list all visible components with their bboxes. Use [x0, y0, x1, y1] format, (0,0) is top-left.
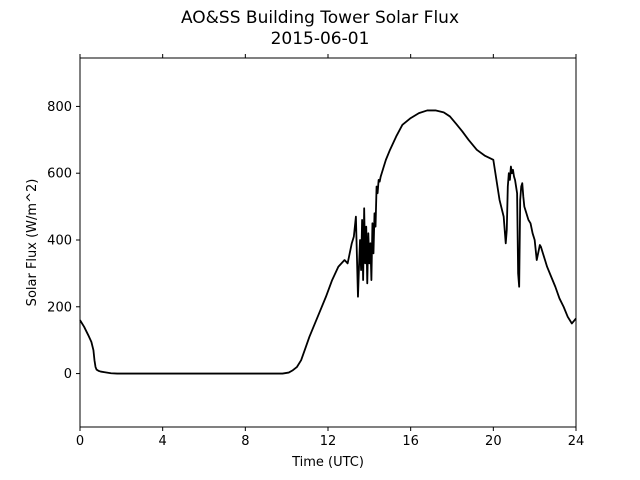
x-tick-label: 24 — [568, 434, 585, 449]
y-tick-label: 200 — [47, 300, 72, 315]
chart-subtitle: 2015-06-01 — [270, 29, 370, 49]
x-axis-label: Time (UTC) — [291, 455, 364, 470]
y-tick-label: 0 — [64, 367, 72, 382]
x-tick-label: 12 — [320, 434, 337, 449]
y-axis-label: Solar Flux (W/m^2) — [25, 179, 40, 307]
chart-title: AO&SS Building Tower Solar Flux — [180, 8, 460, 28]
plot-frame — [79, 57, 577, 428]
x-tick-label: 0 — [76, 434, 84, 449]
x-tick-label: 8 — [241, 434, 249, 449]
x-tick-label: 4 — [159, 434, 167, 449]
solar-flux-line — [79, 109, 577, 375]
x-tick-label: 16 — [402, 434, 419, 449]
y-tick-label: 400 — [47, 233, 72, 248]
x-tick-label: 20 — [485, 434, 502, 449]
y-tick-label: 600 — [47, 167, 72, 182]
y-tick-label: 800 — [47, 100, 72, 115]
